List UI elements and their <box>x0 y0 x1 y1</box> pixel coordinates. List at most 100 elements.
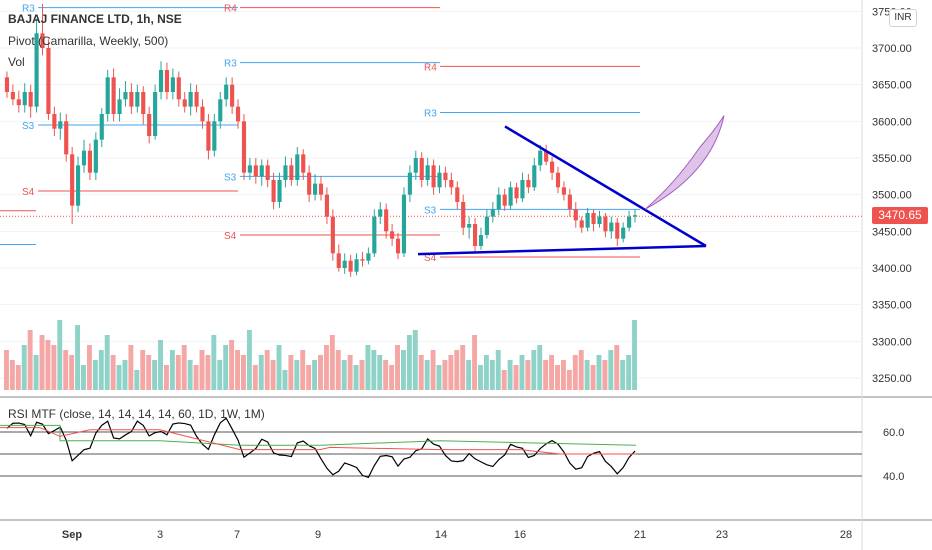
rsi-pane[interactable]: 60.0 40.0 <box>0 417 904 483</box>
pivot-label: S3 <box>224 172 237 183</box>
candle-body <box>230 84 235 107</box>
volume-bar <box>217 360 223 390</box>
candle-body <box>147 114 152 136</box>
price-tick-label: 3450.00 <box>872 226 912 238</box>
upper-trendline <box>504 125 707 248</box>
volume-bar <box>15 365 21 390</box>
candle-body <box>538 150 543 166</box>
volume-bar <box>39 335 45 390</box>
volume-bar <box>158 340 163 390</box>
candle-body <box>627 216 632 228</box>
volume-bar <box>169 350 175 390</box>
candle-body <box>544 150 549 162</box>
volume-bar <box>122 360 128 390</box>
price-axis[interactable]: 3750.003700.003650.003600.003550.003500.… <box>872 6 912 385</box>
time-tick-label: 14 <box>435 529 447 541</box>
candle-body <box>235 106 241 122</box>
volume-bar <box>163 365 169 390</box>
symbol-label: BAJAJ FINANCE LTD, 1h, NSE <box>8 12 182 26</box>
candle-body <box>467 224 472 228</box>
price-tick-label: 3500.00 <box>872 190 912 202</box>
candle-body <box>16 99 21 106</box>
candle-body <box>99 114 104 140</box>
candle-body <box>28 92 33 107</box>
volume-bar <box>81 365 86 390</box>
volume-bar <box>472 335 478 390</box>
volume-bar <box>359 360 365 390</box>
candle-body <box>164 70 170 92</box>
candle-body <box>348 260 353 272</box>
volume-bar <box>116 365 122 390</box>
volume-bar <box>294 360 300 390</box>
volume-bar <box>187 360 193 390</box>
volume-bar <box>543 360 549 390</box>
volume-bar <box>460 345 466 390</box>
pivot-label: R3 <box>224 59 237 70</box>
volume-bar <box>566 370 572 390</box>
candle-body <box>253 165 258 177</box>
rsi-tick-label: 60.0 <box>883 427 904 439</box>
candle-body <box>218 99 223 122</box>
pivot-label: R3 <box>424 109 437 120</box>
pivot-label: S3 <box>424 205 437 216</box>
time-tick-label: 7 <box>234 529 240 541</box>
pivot-label: S4 <box>424 253 437 264</box>
volume-bar <box>371 350 377 390</box>
candle-body <box>153 92 158 136</box>
volume-bar <box>21 345 27 390</box>
volume-bar <box>519 355 525 390</box>
rsi-daily-line <box>0 427 636 455</box>
candle-body <box>324 194 329 217</box>
volume-bar <box>75 325 81 390</box>
volume-bar <box>614 345 620 390</box>
candle-body <box>609 222 614 232</box>
volume-bar <box>134 370 140 390</box>
volume-bar <box>454 350 460 390</box>
pivot-label: R4 <box>424 62 437 73</box>
time-axis[interactable]: Sep 3 7 9 14 16 21 23 28 <box>62 529 852 541</box>
candle-body <box>520 180 525 199</box>
volume-bar <box>365 345 371 390</box>
candle-body <box>354 259 359 272</box>
trendlines[interactable] <box>417 115 725 256</box>
candle-body <box>401 194 407 254</box>
time-tick-label: Sep <box>62 529 82 541</box>
volume-bars <box>4 320 637 390</box>
candle-body <box>615 222 620 239</box>
volume-bar <box>329 335 335 390</box>
candle-body <box>561 187 567 195</box>
candle-body <box>111 77 116 114</box>
volume-bar <box>69 355 75 390</box>
candle-body <box>390 231 395 239</box>
candle-body <box>241 121 247 173</box>
volume-bar <box>33 355 39 390</box>
volume-bar <box>442 360 448 390</box>
volume-bar <box>478 365 483 390</box>
candle-body <box>141 92 146 114</box>
time-tick-label: 23 <box>716 529 728 541</box>
volume-bar <box>146 355 152 390</box>
candle-body <box>105 77 110 114</box>
currency-badge[interactable]: INR <box>889 9 917 27</box>
candle-body <box>271 180 276 202</box>
price-tick-label: 3250.00 <box>872 373 912 385</box>
candle-body <box>75 165 81 206</box>
candle-body <box>10 92 15 100</box>
volume-bar <box>412 330 418 390</box>
volume-bar <box>602 360 608 390</box>
pivot-label: R4 <box>224 4 237 15</box>
volume-bar <box>377 355 383 390</box>
symbol-title: BAJAJ FINANCE LTD, 1h, NSE <box>8 12 182 26</box>
volume-bar <box>264 350 270 390</box>
pivot-label: R3 <box>22 4 35 15</box>
volume-bar <box>507 360 513 390</box>
price-tick-label: 3400.00 <box>872 263 912 275</box>
candle-body <box>490 209 495 217</box>
pivot-label: S4 <box>224 231 237 242</box>
price-tick-label: 3350.00 <box>872 300 912 312</box>
candles[interactable] <box>4 4 638 277</box>
candle-body <box>70 154 75 206</box>
volume-bar <box>199 350 205 390</box>
